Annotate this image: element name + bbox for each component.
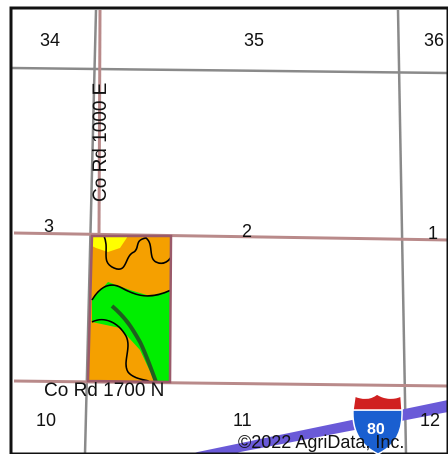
interstate-number: 80	[367, 421, 385, 438]
section-line-top	[11, 66, 448, 75]
map-frame	[9, 6, 448, 454]
section-label-35: 35	[244, 30, 264, 50]
section-label-1: 1	[428, 223, 438, 243]
field-parcel	[86, 234, 173, 384]
section-line-right	[396, 9, 408, 454]
parcel-soil-boundary	[103, 235, 172, 270]
section-label-11: 11	[233, 410, 252, 430]
section-label-2: 2	[242, 221, 252, 241]
road-line-vertical	[97, 9, 102, 237]
section-label-10: 10	[36, 410, 56, 430]
section-label-3: 3	[44, 216, 54, 236]
section-labels: 34 35 36 3 2 1 10 11 12	[36, 30, 444, 430]
road-label-co-rd-1000-e: Co Rd 1000 E	[90, 83, 111, 202]
shield-red-top	[352, 393, 403, 411]
parcel-soil-boundary-3	[91, 318, 151, 383]
road-line-middle	[13, 231, 448, 242]
parcel-soil-boundary-2	[91, 284, 172, 301]
copyright-notice: ©2022 AgriData, Inc.	[238, 432, 404, 452]
road-label-co-rd-1700-n: Co Rd 1700 N	[44, 380, 164, 401]
parcel-zone-yellow	[92, 236, 128, 252]
parcel-drainage	[110, 304, 158, 383]
section-label-36: 36	[424, 30, 444, 50]
road-line-lower	[13, 379, 448, 388]
parcel-outline	[86, 234, 173, 384]
section-label-34: 34	[40, 30, 60, 50]
section-label-12: 12	[420, 410, 440, 430]
roads	[13, 9, 448, 388]
